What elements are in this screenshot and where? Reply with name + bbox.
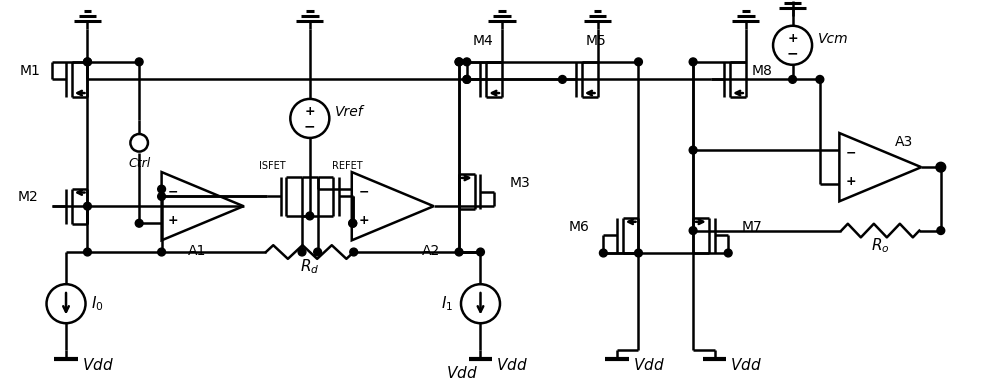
Circle shape <box>158 192 165 200</box>
Text: −: − <box>358 185 369 198</box>
Circle shape <box>84 58 91 66</box>
Circle shape <box>84 202 91 210</box>
Text: M4: M4 <box>473 34 493 48</box>
Circle shape <box>455 58 463 66</box>
Circle shape <box>158 248 165 256</box>
Text: M7: M7 <box>742 219 763 234</box>
Text: Ctrl: Ctrl <box>128 157 150 170</box>
Circle shape <box>689 146 697 154</box>
Text: +: + <box>358 214 369 227</box>
Circle shape <box>689 227 697 234</box>
Circle shape <box>635 249 642 257</box>
Circle shape <box>635 58 642 66</box>
Circle shape <box>463 75 471 83</box>
Circle shape <box>724 249 732 257</box>
Text: ISFET: ISFET <box>259 161 286 171</box>
Text: A2: A2 <box>422 244 440 258</box>
Circle shape <box>463 75 471 83</box>
Circle shape <box>135 58 143 66</box>
Text: M8: M8 <box>752 64 772 77</box>
Circle shape <box>84 248 91 256</box>
Text: M2: M2 <box>17 190 38 204</box>
Text: $Vdd$: $Vdd$ <box>730 357 762 373</box>
Text: +: + <box>846 175 856 188</box>
Text: REFET: REFET <box>332 161 362 171</box>
Text: $Vdd$: $Vdd$ <box>633 357 664 373</box>
Text: −: − <box>787 46 798 60</box>
Circle shape <box>455 58 463 66</box>
Text: A3: A3 <box>895 135 913 149</box>
Circle shape <box>349 219 357 227</box>
Text: +: + <box>305 105 315 118</box>
Circle shape <box>789 75 796 83</box>
Circle shape <box>350 248 358 256</box>
Text: $R_d$: $R_d$ <box>300 258 320 276</box>
Circle shape <box>816 75 824 83</box>
Text: M1: M1 <box>19 64 40 77</box>
Text: $I_0$: $I_0$ <box>91 295 104 313</box>
Text: M3: M3 <box>510 176 531 190</box>
Circle shape <box>158 185 165 193</box>
Circle shape <box>689 58 697 66</box>
Circle shape <box>936 162 946 172</box>
Circle shape <box>937 227 945 234</box>
Circle shape <box>84 58 91 66</box>
Circle shape <box>306 212 314 220</box>
Text: A1: A1 <box>188 244 206 258</box>
Circle shape <box>559 75 566 83</box>
Circle shape <box>599 249 607 257</box>
Text: −: − <box>846 146 856 159</box>
Circle shape <box>314 248 322 256</box>
Circle shape <box>455 248 463 256</box>
Text: $Vdd$: $Vdd$ <box>82 357 113 373</box>
Text: +: + <box>168 214 179 227</box>
Text: $I_1$: $I_1$ <box>441 295 454 313</box>
Circle shape <box>463 58 471 66</box>
Circle shape <box>349 219 357 227</box>
Text: Vref: Vref <box>335 105 364 119</box>
Circle shape <box>298 248 306 256</box>
Circle shape <box>477 248 484 256</box>
Text: M5: M5 <box>586 34 607 48</box>
Text: −: − <box>304 119 316 133</box>
Text: $Vdd$: $Vdd$ <box>446 365 478 381</box>
Text: M6: M6 <box>568 219 589 234</box>
Text: $R_o$: $R_o$ <box>871 236 890 255</box>
Text: Vcm: Vcm <box>818 32 849 46</box>
Text: −: − <box>168 185 179 198</box>
Text: $Vdd$: $Vdd$ <box>496 357 528 373</box>
Text: +: + <box>787 32 798 45</box>
Circle shape <box>135 219 143 227</box>
